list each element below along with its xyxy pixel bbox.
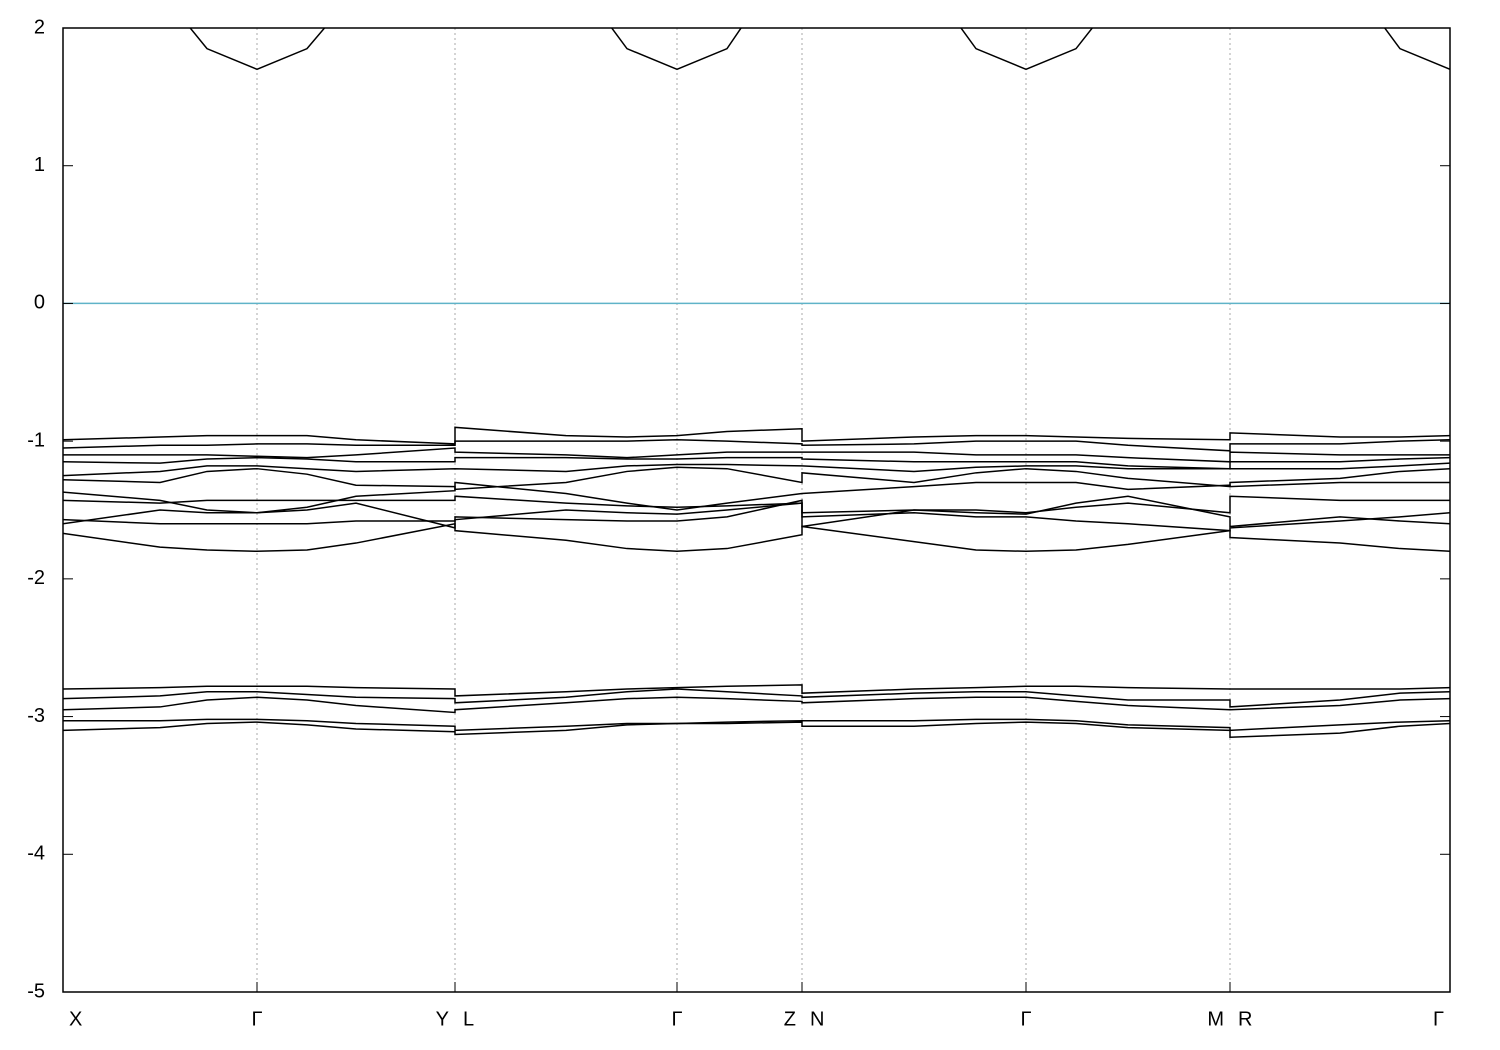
y-tick-label: -4	[27, 843, 45, 865]
band-line	[63, 439, 1450, 452]
band-line	[63, 718, 1450, 732]
y-tick-label: -2	[27, 567, 45, 589]
band-line	[63, 499, 1450, 532]
band-line	[63, 466, 1450, 491]
band-line	[63, 462, 1450, 477]
x-tick-label: N	[810, 1008, 824, 1030]
y-tick-label: 2	[34, 16, 45, 38]
band-line	[63, 481, 1450, 514]
band-line	[63, 456, 1450, 470]
x-tick-label: Γ	[1020, 1008, 1031, 1030]
x-tick-label: R	[1238, 1008, 1252, 1030]
band-line	[63, 696, 1450, 714]
x-tick-label: Γ	[1433, 1008, 1444, 1030]
y-tick-label: -3	[27, 705, 45, 727]
band-line	[63, 684, 1450, 697]
plot-frame	[62, 27, 1451, 993]
band-line	[63, 495, 1450, 514]
band-line	[63, 495, 1450, 529]
band-line	[63, 721, 1450, 739]
band-line	[63, 426, 1450, 445]
x-tick-label: L	[463, 1008, 474, 1030]
y-tick-label: 1	[34, 154, 45, 176]
x-tick-label: X	[69, 1008, 82, 1030]
band-line	[189, 28, 1450, 71]
bands-layer	[63, 28, 1450, 739]
y-tick-label: -5	[27, 980, 45, 1002]
x-tick-label: Z	[784, 1008, 796, 1030]
band-line	[63, 522, 1450, 553]
y-tick-label: 0	[34, 292, 45, 314]
x-tick-label: Y	[436, 1008, 449, 1030]
x-tick-label: Γ	[251, 1008, 262, 1030]
y-tick-label: -1	[27, 429, 45, 451]
band-line	[63, 447, 1450, 463]
band-line	[63, 688, 1450, 708]
axes-layer: X Γ Y L Γ Z N Γ M R Γ -5 -4 -3 -2 -1 0 1 2	[27, 16, 1451, 1030]
x-tick-label: Γ	[671, 1008, 682, 1030]
x-tick-label: M	[1207, 1008, 1224, 1030]
